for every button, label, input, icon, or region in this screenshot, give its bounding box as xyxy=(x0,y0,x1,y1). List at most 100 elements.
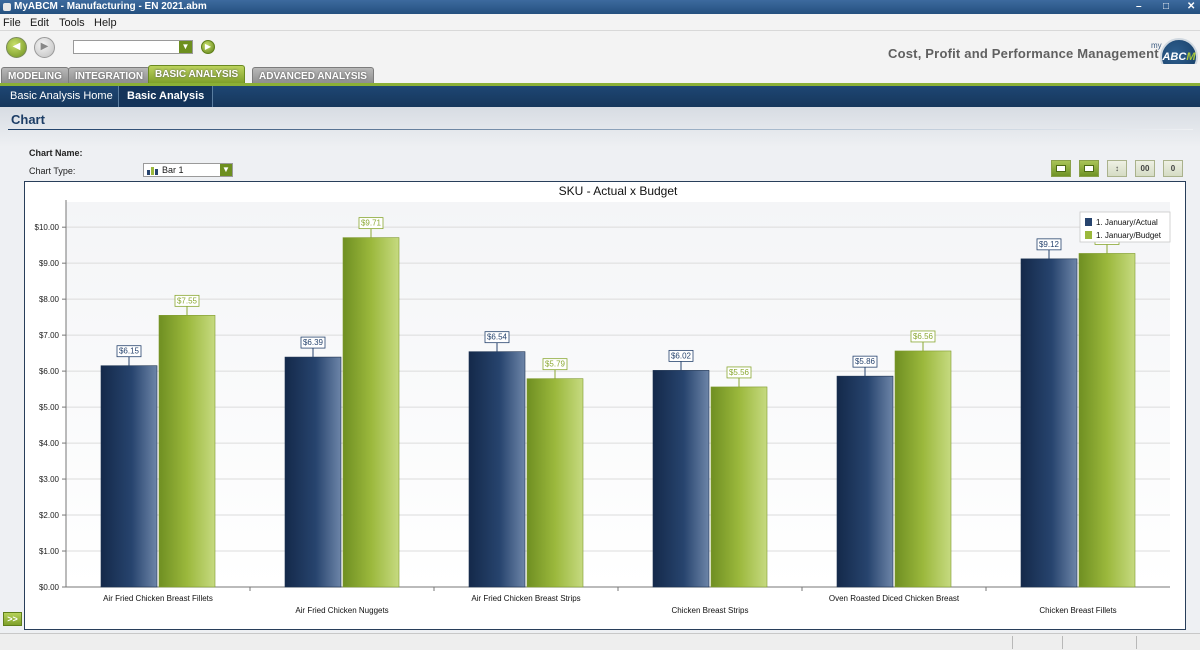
back-arrow-icon: ◀ xyxy=(12,41,21,52)
maximize-icon[interactable]: □ xyxy=(1163,1,1170,12)
x-tick-label: Air Fried Chicken Nuggets xyxy=(295,606,388,615)
tab-modeling[interactable]: MODELING xyxy=(1,67,69,83)
toolbar: ◀ ▶ ▼ ▶ Cost, Profit and Performance Man… xyxy=(0,31,1200,64)
forward-button[interactable]: ▶ xyxy=(34,37,55,58)
y-tick-label: $5.00 xyxy=(39,403,60,412)
y-tick-label: $7.00 xyxy=(39,331,60,340)
data-label-box xyxy=(910,330,936,343)
subtab-basic-analysis[interactable]: Basic Analysis xyxy=(118,86,214,107)
bar-actual xyxy=(836,375,894,588)
close-icon[interactable]: ✕ xyxy=(1187,1,1196,12)
bar-budget xyxy=(1078,253,1136,588)
status-bar xyxy=(0,633,1200,650)
tab-advanced-analysis[interactable]: ADVANCED ANALYSIS xyxy=(252,67,374,83)
data-label: $6.39 xyxy=(303,338,324,347)
y-tick-label: $6.00 xyxy=(39,367,60,376)
menu-file[interactable]: File xyxy=(3,17,21,29)
bar-budget xyxy=(526,378,584,588)
menu-edit[interactable]: Edit xyxy=(30,17,49,29)
tab-basic-analysis[interactable]: BASIC ANALYSIS xyxy=(148,65,246,83)
chart-panel: SKU - Actual x Budget $0.00 $1.00 $2.00 $3.0… xyxy=(24,181,1186,630)
module-tabs: MODELING INTEGRATION BASIC ANALYSIS ADVA… xyxy=(0,64,1200,83)
bar-budget xyxy=(342,237,400,588)
chart-type-label: Chart Type: xyxy=(29,166,76,176)
data-label: $6.54 xyxy=(487,333,508,342)
bar-budget xyxy=(710,386,768,588)
chart-type-select[interactable]: Bar 1 ▼ xyxy=(143,163,233,177)
go-button[interactable]: ▶ xyxy=(201,40,215,54)
go-arrow-icon: ▶ xyxy=(204,42,212,51)
y-tick-label: $10.00 xyxy=(35,223,60,232)
data-label: $7.55 xyxy=(177,296,198,305)
data-label: $5.79 xyxy=(545,360,566,369)
status-separator xyxy=(1136,636,1137,649)
bar-budget xyxy=(894,350,952,588)
y-tick-label: $4.00 xyxy=(39,439,60,448)
bar-actual xyxy=(1020,258,1078,588)
chart-type-value: Bar 1 xyxy=(162,165,184,175)
forward-arrow-icon: ▶ xyxy=(40,41,49,52)
legend-label: 1. January/Actual xyxy=(1096,218,1158,227)
chart-view-button[interactable] xyxy=(1079,160,1099,177)
chart-view-icon xyxy=(1084,165,1094,172)
data-label-box xyxy=(726,366,752,379)
minimize-icon[interactable]: – xyxy=(1136,1,1142,12)
sort-icon: ↕ xyxy=(1115,164,1119,173)
subtab-basic-analysis-home[interactable]: Basic Analysis Home xyxy=(10,90,113,102)
data-label-box xyxy=(116,345,142,358)
menu-help[interactable]: Help xyxy=(94,17,117,29)
section-rule xyxy=(8,129,1193,130)
tagline: Cost, Profit and Performance Management xyxy=(888,46,1159,61)
legend-label: 1. January/Budget xyxy=(1096,231,1162,240)
decimal-format-button[interactable]: 00 xyxy=(1135,160,1155,177)
data-label: $5.86 xyxy=(855,357,876,366)
section-title: Chart xyxy=(11,112,45,127)
chevron-down-icon[interactable]: ▼ xyxy=(179,41,192,53)
data-label: $9.71 xyxy=(361,219,382,228)
y-tick-label: $9.00 xyxy=(39,259,60,268)
x-tick-label: Chicken Breast Strips xyxy=(672,606,749,615)
logo-text: ABC xyxy=(1162,51,1187,63)
bar-actual xyxy=(652,370,710,588)
sort-button[interactable]: ↕ xyxy=(1107,160,1127,177)
y-tick-label: $8.00 xyxy=(39,295,60,304)
x-tick-label: Oven Roasted Diced Chicken Breast xyxy=(829,594,960,603)
menu-tools[interactable]: Tools xyxy=(59,17,85,29)
data-label-box xyxy=(542,358,568,371)
navigation-combo[interactable]: ▼ xyxy=(73,40,193,54)
content-area: Chart Chart Name: Chart Type: Bar 1 ▼ ↕ … xyxy=(0,107,1200,633)
table-view-button[interactable] xyxy=(1051,160,1071,177)
y-tick-label: $2.00 xyxy=(39,511,60,520)
y-tick-label: $0.00 xyxy=(39,583,60,592)
expand-panel-button[interactable]: >> xyxy=(3,612,22,626)
plot-area xyxy=(66,202,1170,587)
table-view-icon xyxy=(1056,165,1066,172)
data-label-box xyxy=(358,217,384,230)
tab-integration[interactable]: INTEGRATION xyxy=(68,67,151,83)
sub-tabs: Basic Analysis Home Basic Analysis xyxy=(0,86,1200,107)
data-label: $6.56 xyxy=(913,332,934,341)
data-label: $9.12 xyxy=(1039,240,1060,249)
x-tick-label: Air Fried Chicken Breast Fillets xyxy=(103,594,213,603)
data-label-box xyxy=(852,355,878,368)
tab-divider xyxy=(0,83,1200,86)
data-label: $6.02 xyxy=(671,351,692,360)
zero-values-button[interactable]: 0 xyxy=(1163,160,1183,177)
data-label-box xyxy=(174,294,200,307)
y-tick-label: $1.00 xyxy=(39,547,60,556)
back-button[interactable]: ◀ xyxy=(6,37,27,58)
legend-swatch xyxy=(1085,231,1092,239)
window-title: MyABCM - Manufacturing - EN 2021.abm xyxy=(14,1,207,12)
logo-accent: M xyxy=(1186,51,1196,63)
chevron-down-icon[interactable]: ▼ xyxy=(220,164,232,176)
bar-actual xyxy=(284,356,342,588)
status-separator xyxy=(1012,636,1013,649)
data-label: $5.56 xyxy=(729,368,750,377)
data-label-box xyxy=(1036,238,1062,251)
data-label-box xyxy=(668,349,694,362)
bar-chart: SKU - Actual x Budget $0.00 $1.00 $2.00 $3.0… xyxy=(35,184,1171,615)
x-tick-label: Air Fried Chicken Breast Strips xyxy=(471,594,580,603)
zero-values-icon: 0 xyxy=(1170,164,1176,173)
chart-name-label: Chart Name: xyxy=(29,148,83,158)
decimal-format-icon: 00 xyxy=(1140,164,1150,173)
